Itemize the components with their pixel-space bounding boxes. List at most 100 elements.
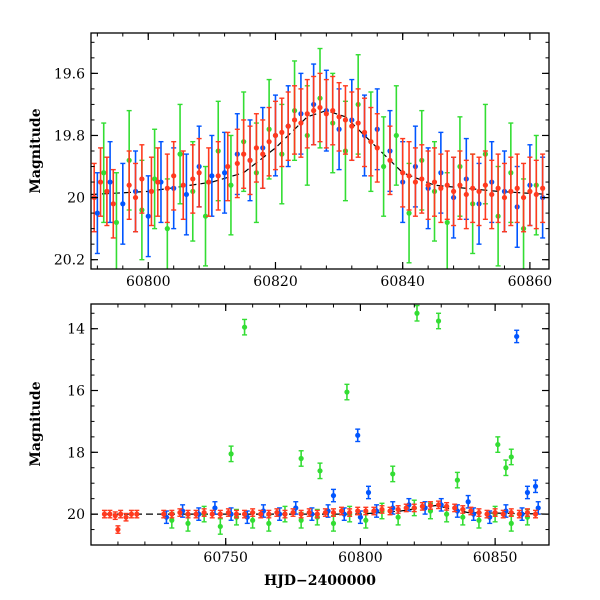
top-data-point — [501, 194, 508, 201]
top-data-point — [279, 129, 285, 135]
bottom-series-2 — [101, 500, 539, 534]
top-x-tick-label: 60840 — [380, 274, 425, 290]
top-data-point — [406, 210, 412, 216]
top-data-point — [285, 123, 291, 129]
bottom-data-point — [161, 511, 167, 517]
bottom-data-point — [435, 318, 442, 324]
bottom-data-point — [395, 514, 401, 520]
bottom-data-point — [347, 509, 353, 516]
bottom-data-point — [258, 511, 264, 517]
top-series-2 — [91, 72, 546, 239]
bottom-data-point — [266, 511, 272, 517]
bottom-data-point — [217, 523, 223, 530]
bottom-data-point — [322, 509, 328, 516]
bottom-data-point — [317, 468, 323, 474]
top-data-point — [323, 111, 329, 117]
bottom-data-point — [516, 511, 522, 517]
top-x-tick-label: 60800 — [126, 274, 171, 290]
top-data-point — [361, 129, 368, 135]
top-x-tick-label: 60820 — [253, 274, 298, 290]
bottom-data-point — [363, 517, 369, 523]
bottom-data-point — [306, 509, 312, 516]
bottom-data-point — [266, 520, 272, 526]
bottom-data-point — [228, 451, 234, 457]
bottom-data-point — [524, 509, 531, 516]
top-data-point — [317, 104, 323, 111]
bottom-data-point — [169, 517, 175, 523]
bottom-y-axis-label: Magnitude — [28, 381, 44, 466]
bottom-x-tick-label: 60850 — [473, 550, 518, 566]
bottom-data-point — [134, 511, 140, 517]
top-model-curve — [91, 109, 549, 196]
bottom-light-curve-panel: 60750 60800 60850 14 16 18 20 Magnitude HJD−24… — [28, 303, 550, 589]
top-axes: 60800 60820 60840 60860 19.6 19.8 20 20.2 — [54, 33, 552, 290]
top-data-point — [206, 179, 212, 185]
top-data-point — [508, 188, 514, 194]
top-data-point — [400, 170, 406, 176]
bottom-data-point — [387, 508, 393, 514]
top-data-point — [342, 117, 349, 123]
top-data-point — [164, 226, 170, 232]
bottom-data-point — [395, 506, 401, 513]
bottom-x-tick-label: 60750 — [203, 550, 248, 566]
bottom-series-1 — [169, 304, 531, 535]
bottom-data-point — [298, 455, 304, 462]
bottom-data-point — [330, 492, 337, 499]
bottom-data-point — [118, 511, 124, 517]
top-data-point — [387, 157, 393, 163]
bottom-data-point — [390, 471, 396, 477]
bottom-data-point — [169, 511, 175, 517]
bottom-data-point — [460, 514, 466, 520]
bottom-data-point — [217, 511, 223, 517]
top-data-point — [145, 213, 151, 219]
bottom-data-point — [532, 483, 539, 489]
bottom-data-point — [241, 324, 248, 330]
top-data-point — [470, 185, 476, 191]
bottom-data-point — [500, 511, 506, 517]
bottom-data-point — [193, 511, 199, 517]
top-x-tick-label: 60860 — [508, 274, 553, 290]
top-data-point — [438, 185, 444, 191]
top-data-point — [202, 213, 209, 219]
top-data-point — [148, 188, 155, 194]
bottom-data-point — [185, 511, 191, 517]
top-data-point — [260, 151, 266, 157]
top-data-point — [336, 114, 342, 120]
bottom-data-point — [363, 508, 369, 514]
bottom-data-point — [314, 511, 320, 517]
top-data-point — [152, 176, 158, 182]
bottom-data-point — [330, 520, 337, 526]
top-data-point — [132, 194, 139, 201]
top-data-point — [482, 182, 488, 188]
top-data-point — [241, 151, 247, 157]
bottom-data-point — [107, 511, 113, 517]
top-data-point — [476, 188, 482, 194]
top-y-axis-label: Magnitude — [28, 108, 44, 193]
top-data-point — [177, 151, 183, 157]
bottom-data-point — [403, 505, 409, 511]
top-data-point — [419, 176, 425, 182]
bottom-data-point — [212, 505, 218, 511]
bottom-data-point — [414, 310, 420, 316]
top-data-point — [107, 179, 113, 185]
bottom-data-point — [274, 509, 280, 516]
bottom-data-point — [411, 505, 417, 511]
top-data-point — [234, 160, 240, 167]
bottom-data-point — [355, 432, 361, 438]
top-data-point — [171, 173, 177, 179]
top-data-point — [527, 188, 533, 194]
bottom-data-point — [419, 503, 425, 509]
top-data-point — [190, 176, 196, 182]
top-data-point — [183, 191, 190, 198]
top-data-point — [164, 185, 170, 191]
bottom-data-point — [371, 508, 377, 514]
bottom-y-tick-label: 20 — [67, 507, 85, 523]
bottom-data-point — [444, 511, 450, 517]
top-data-point — [120, 201, 126, 207]
bottom-data-point — [495, 441, 501, 448]
top-data-point — [225, 163, 231, 170]
top-data-point — [374, 145, 380, 151]
top-data-point — [311, 108, 317, 114]
top-data-point — [381, 163, 387, 170]
